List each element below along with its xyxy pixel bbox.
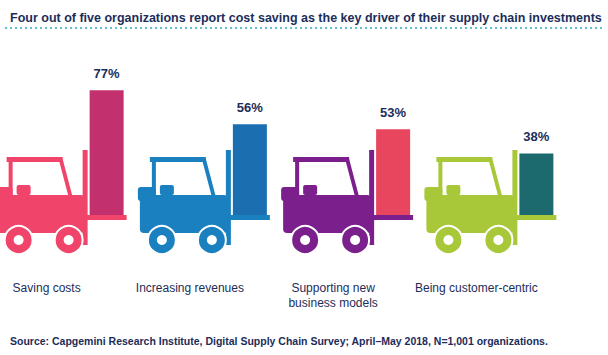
svg-text:Saving costs: Saving costs (13, 281, 81, 295)
svg-text:77%: 77% (94, 66, 120, 81)
svg-text:business models: business models (288, 296, 377, 310)
svg-text:Four out of five organizations: Four out of five organizations report co… (10, 11, 602, 25)
svg-text:Increasing revenues: Increasing revenues (136, 281, 244, 295)
svg-text:Capgemini Research Institute,: Capgemini Research Institute, Digital Su… (49, 335, 548, 347)
svg-text:Supporting new: Supporting new (291, 281, 375, 295)
svg-text:38%: 38% (523, 129, 549, 144)
svg-text:Being customer-centric: Being customer-centric (415, 281, 538, 295)
svg-text:Source:: Source: (10, 335, 49, 347)
svg-text:53%: 53% (380, 105, 406, 120)
svg-text:56%: 56% (237, 100, 263, 115)
